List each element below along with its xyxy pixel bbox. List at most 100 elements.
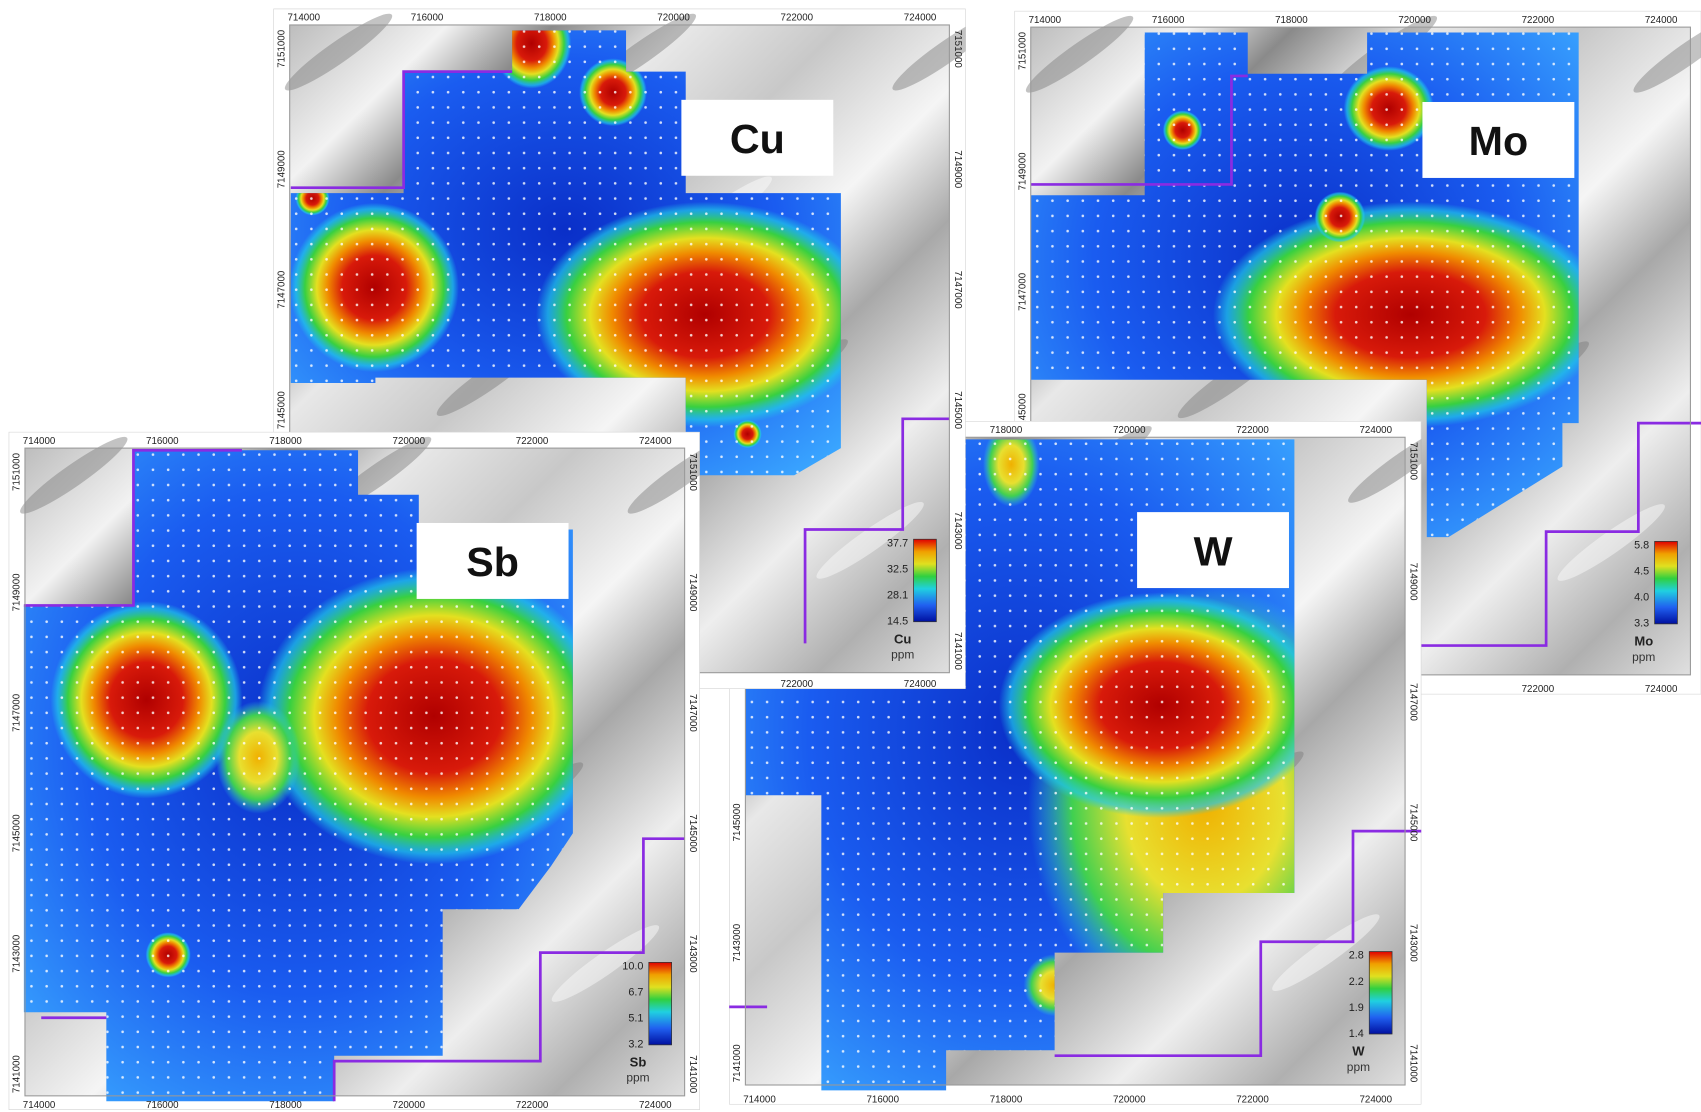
legend-value: 37.7 <box>887 537 908 549</box>
right-tick-label: 7143000 <box>952 512 963 551</box>
element-label: W <box>1194 528 1233 574</box>
top-tick-label: 716000 <box>146 436 179 447</box>
bottom-tick-label: 720000 <box>1113 1094 1146 1105</box>
terrain-ridge <box>816 501 924 579</box>
legend-bar <box>1654 541 1678 625</box>
legend-value: 10.0 <box>622 961 643 973</box>
left-tick-label: 7149000 <box>12 573 23 612</box>
legend-value: 28.1 <box>887 590 908 602</box>
legend-value: 1.4 <box>1349 1028 1364 1040</box>
left-tick-label: 7141000 <box>732 1044 743 1083</box>
left-tick-label: 7145000 <box>1017 393 1028 432</box>
top-tick-label: 724000 <box>904 13 937 24</box>
right-tick-label: 7143000 <box>687 935 698 974</box>
bottom-tick-label: 714000 <box>743 1094 776 1105</box>
right-tick-label: 7141000 <box>1408 1044 1419 1083</box>
right-tick-label: 7149000 <box>952 150 963 189</box>
legend-unit: ppm <box>1347 1060 1370 1074</box>
legend-bar <box>648 962 672 1046</box>
top-tick-label: 724000 <box>639 436 672 447</box>
top-tick-label: 718000 <box>534 13 567 24</box>
legend-element: Mo <box>1634 634 1653 649</box>
legend-value: 2.2 <box>1349 976 1364 988</box>
legend-element: W <box>1352 1044 1365 1059</box>
top-tick-label: 722000 <box>781 13 814 24</box>
claim-boundary <box>1030 74 1248 186</box>
top-tick-label: 724000 <box>1645 15 1678 26</box>
left-tick-label: 7145000 <box>732 803 743 842</box>
left-tick-label: 7149000 <box>276 150 287 189</box>
legend-value: 2.8 <box>1349 950 1364 962</box>
claim-boundary <box>1054 829 1422 1058</box>
claim-boundary <box>1415 421 1701 647</box>
bottom-tick-label: 718000 <box>269 1100 302 1111</box>
legend-value: 14.5 <box>887 616 908 628</box>
legend-unit: ppm <box>1632 650 1655 664</box>
bottom-tick-label: 716000 <box>146 1100 179 1111</box>
panel-body: 714000 716000 718000 720000 722000 724000 7140… <box>8 431 700 1111</box>
legend-element: Cu <box>894 631 911 646</box>
terrain-ridge <box>892 13 966 91</box>
element-label: Cu <box>730 116 785 162</box>
legend-element: Sb <box>630 1055 647 1070</box>
bottom-tick-label: 720000 <box>393 1100 426 1111</box>
right-tick-label: 7151000 <box>1408 442 1419 481</box>
left-tick-label: 7145000 <box>12 814 23 853</box>
top-tick-label: 718000 <box>990 425 1023 436</box>
terrain-ridge <box>627 436 700 514</box>
top-tick-label: 718000 <box>269 436 302 447</box>
left-tick-label: 7147000 <box>1017 272 1028 311</box>
left-tick-label: 7149000 <box>1017 152 1028 191</box>
legend-value: 5.8 <box>1634 540 1649 552</box>
right-tick-label: 7147000 <box>952 271 963 310</box>
legend-value: 32.5 <box>887 563 908 575</box>
top-tick-label: 716000 <box>411 13 444 24</box>
right-tick-label: 7143000 <box>1408 924 1419 963</box>
claim-boundary <box>332 837 685 1102</box>
claim-boundary <box>803 417 950 644</box>
legend-value: 4.5 <box>1634 566 1649 578</box>
legend-bar <box>1368 951 1393 1035</box>
claim-boundary <box>290 70 513 190</box>
right-tick-label: 7141000 <box>952 632 963 671</box>
bottom-tick-label: 718000 <box>990 1094 1023 1105</box>
left-tick-label: 7147000 <box>276 270 287 309</box>
legend-value: 5.1 <box>628 1013 643 1025</box>
bottom-tick-label: 724000 <box>639 1100 672 1111</box>
top-tick-label: 714000 <box>288 13 321 24</box>
top-tick-label: 722000 <box>516 436 549 447</box>
left-tick-label: 7147000 <box>12 693 23 732</box>
right-tick-label: 7151000 <box>952 30 963 69</box>
top-tick-label: 724000 <box>1360 425 1393 436</box>
map-panel: 714000 716000 718000 720000 722000 724000 7140… <box>8 431 700 1111</box>
element-label: Mo <box>1469 118 1529 164</box>
left-tick-label: 7143000 <box>12 934 23 973</box>
element-label-box <box>1137 512 1289 589</box>
top-tick-label: 720000 <box>1113 425 1146 436</box>
left-tick-label: 7151000 <box>1017 31 1028 70</box>
top-tick-label: 714000 <box>1029 15 1062 26</box>
left-tick-label: 7143000 <box>732 923 743 962</box>
left-tick-label: 7145000 <box>276 391 287 430</box>
terrain-ridge <box>284 13 393 91</box>
terrain-ridge <box>20 436 128 514</box>
legend-unit: ppm <box>891 648 914 662</box>
top-tick-label: 720000 <box>657 13 690 24</box>
legend-value: 6.7 <box>628 987 643 999</box>
map-panel: 714000 716000 718000 720000 722000 724000 7220… <box>1014 10 1701 695</box>
claim-boundary <box>23 448 242 607</box>
element-label-box <box>1422 101 1575 178</box>
right-tick-label: 7145000 <box>1408 803 1419 842</box>
top-tick-label: 722000 <box>1522 15 1555 26</box>
bottom-tick-label: 714000 <box>23 1100 56 1111</box>
top-tick-label: 714000 <box>23 436 56 447</box>
top-tick-label: 718000 <box>1275 15 1308 26</box>
terrain-ridge <box>551 925 660 1002</box>
bottom-tick-label: 722000 <box>1522 684 1555 695</box>
legend-value: 4.0 <box>1634 592 1649 604</box>
top-tick-label: 722000 <box>1236 425 1269 436</box>
right-tick-label: 7149000 <box>1408 563 1419 602</box>
right-tick-label: 7147000 <box>687 694 698 733</box>
